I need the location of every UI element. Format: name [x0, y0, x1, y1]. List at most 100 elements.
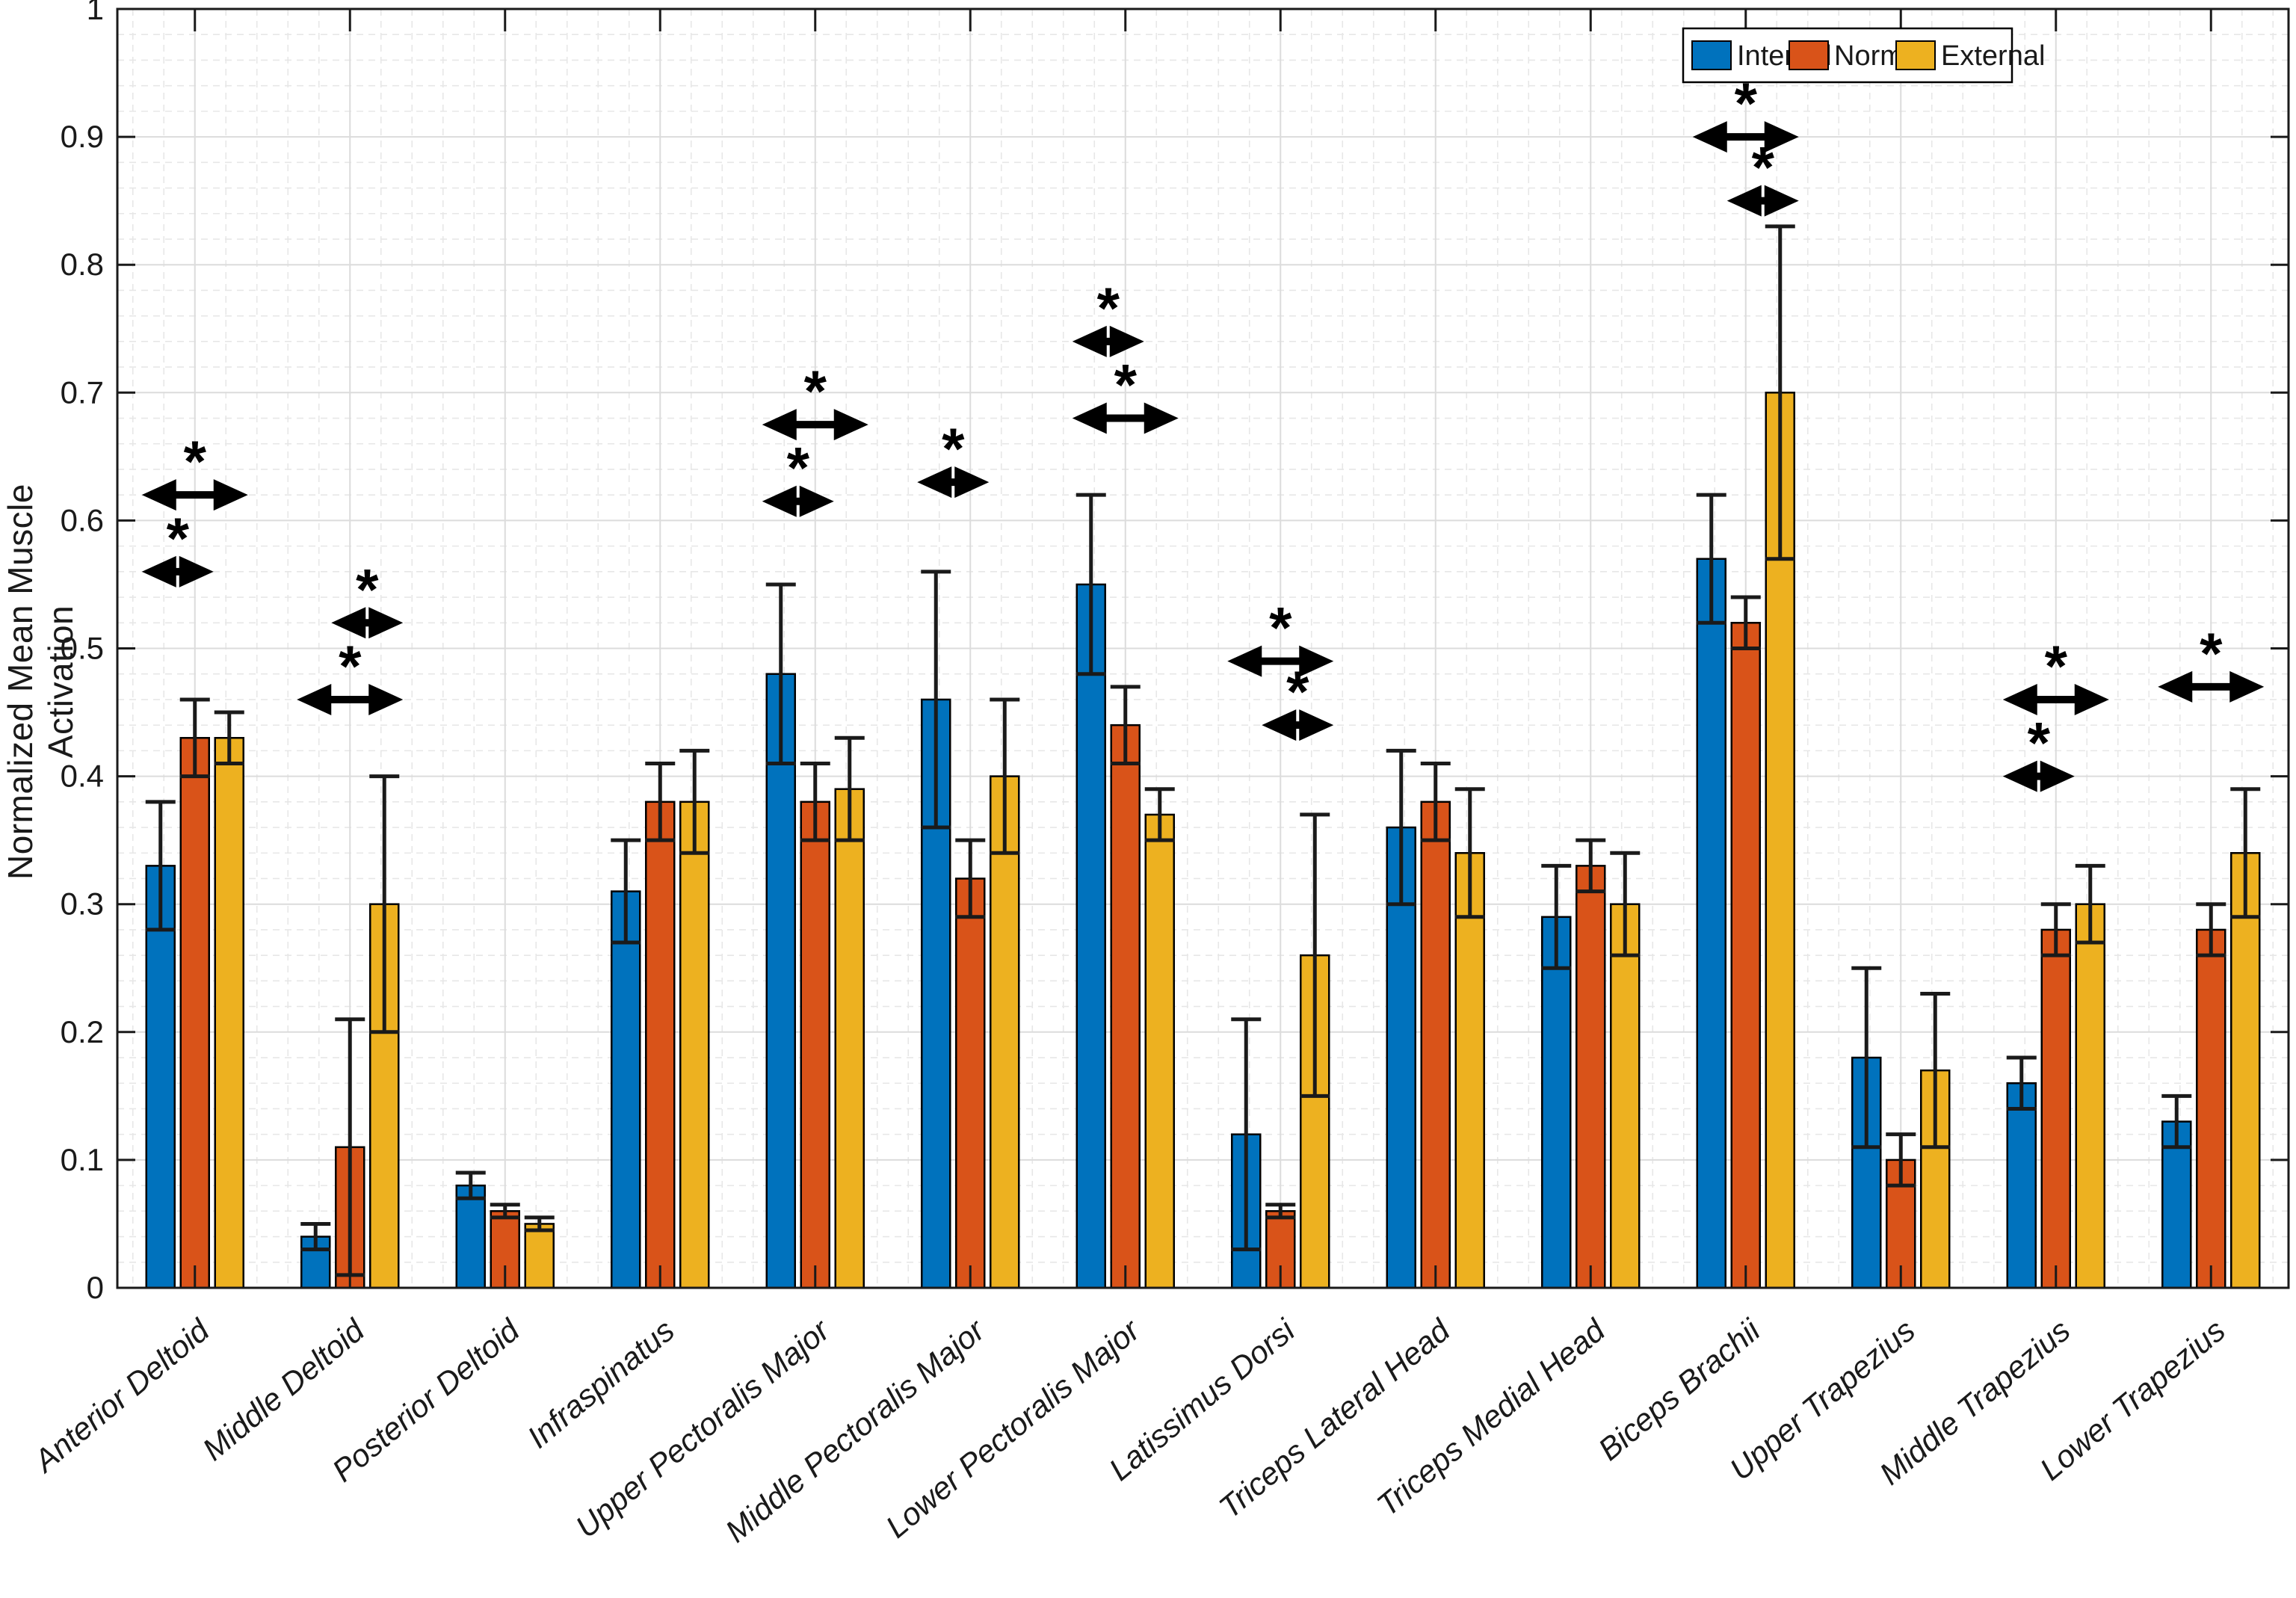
error-bar [179, 697, 210, 779]
error-bar [1886, 1132, 1916, 1188]
significance-marker: * [2002, 633, 2109, 715]
arrow-head-left [331, 607, 366, 639]
error-bar [1265, 1203, 1296, 1220]
error-bar [1765, 224, 1795, 561]
y-axis-label: Normalized Mean Muscle Activation [1, 484, 80, 880]
arrow-head-right [2074, 683, 2109, 715]
error-bar [2161, 1093, 2192, 1150]
error-bar [611, 838, 641, 945]
arrow-head-right [954, 466, 990, 499]
arrow-head-left [1692, 121, 1727, 153]
bar-internal [2006, 1082, 2037, 1289]
arrow-head-left [141, 479, 176, 511]
arrow-head-right [799, 485, 834, 517]
bar-external [990, 775, 1020, 1289]
bar-normal [2196, 928, 2226, 1289]
arrow-head-right [2229, 670, 2265, 703]
error-bar [921, 570, 951, 830]
error-bar [955, 838, 986, 919]
asterisk-label: * [942, 416, 965, 481]
significance-marker: * [141, 428, 248, 511]
bar-normal [800, 800, 830, 1289]
significance-marker: * [762, 358, 868, 441]
bar-external [2075, 903, 2105, 1289]
error-bar [300, 1221, 331, 1252]
error-bar [490, 1203, 520, 1220]
bar-normal [1730, 622, 1761, 1289]
error-bar [1420, 761, 1451, 842]
arrow-head-right [1299, 709, 1334, 741]
significance-marker: * [141, 505, 214, 587]
error-bar [1730, 595, 1761, 650]
asterisk-label: * [1269, 595, 1292, 661]
arrow-head-right [368, 607, 404, 639]
bar-internal [1541, 916, 1572, 1289]
error-bar [1144, 787, 1175, 842]
error-bar [455, 1170, 486, 1200]
bar-normal [2040, 928, 2071, 1289]
error-bar [1076, 493, 1106, 676]
error-bar [765, 582, 796, 765]
y-tick-label: 0.2 [61, 1014, 104, 1049]
x-tick-label: Middle Pectoralis Major [718, 1312, 992, 1549]
significance-marker: * [1262, 658, 1334, 741]
significance-marker: * [297, 633, 404, 715]
bar-normal [955, 877, 986, 1289]
legend-swatch [1895, 40, 1936, 70]
arrow-head-right [179, 555, 214, 587]
y-tick-label: 0.4 [61, 759, 104, 794]
x-tick-label: Infraspinatus [521, 1312, 681, 1455]
y-tick-label: 0.8 [61, 247, 104, 282]
error-bar [1454, 787, 1485, 919]
significance-marker: * [2158, 620, 2265, 703]
error-bar [990, 697, 1020, 855]
bar-external [834, 788, 865, 1289]
error-bar [1576, 838, 1606, 894]
significance-marker: * [1072, 352, 1179, 434]
error-bar [834, 735, 865, 842]
error-bar [524, 1215, 555, 1233]
bar-normal [179, 737, 210, 1289]
significance-marker: * [917, 416, 990, 499]
error-bar [1920, 991, 1951, 1150]
bar-internal [611, 890, 641, 1289]
arrow-head-left [1726, 185, 1762, 217]
x-tick-label: Upper Pectoralis Major [569, 1312, 837, 1545]
y-tick-label: 0.5 [61, 631, 104, 666]
bar-external [524, 1223, 555, 1289]
asterisk-label: * [1752, 135, 1775, 200]
asterisk-label: * [1286, 658, 1309, 724]
bar-external [214, 737, 244, 1289]
asterisk-label: * [167, 505, 190, 571]
legend-label: External [1941, 40, 2045, 72]
bar-external [1610, 903, 1641, 1289]
asterisk-label: * [339, 633, 362, 699]
legend-item: External [1895, 40, 2045, 72]
arrow-head-left [762, 409, 797, 441]
error-bar [369, 774, 400, 1034]
error-bar [145, 800, 176, 932]
error-bar [2075, 863, 2105, 945]
x-tick-label: Biceps Brachii [1591, 1312, 1767, 1467]
arrow-head-right [833, 409, 868, 441]
arrow-head-right [1764, 185, 1799, 217]
arrow-head-right [368, 683, 404, 715]
arrow-head-left [1262, 709, 1297, 741]
y-tick-label: 0.9 [61, 119, 104, 154]
error-bar [1300, 812, 1330, 1098]
asterisk-label: * [2028, 710, 2051, 776]
bar-internal [2161, 1120, 2192, 1289]
bar-internal [765, 673, 796, 1289]
bar-normal [1576, 865, 1606, 1289]
error-bar [1541, 863, 1572, 970]
arrow-head-left [1072, 325, 1107, 357]
x-tick-label: Lower Pectoralis Major [879, 1312, 1147, 1545]
arrow-head-left [141, 555, 176, 587]
error-bar [1231, 1017, 1262, 1252]
y-tick-label: 0.1 [61, 1142, 104, 1177]
significance-annotations: ****** ********** [141, 70, 2265, 792]
asterisk-label: * [356, 556, 379, 622]
bar-external [1144, 813, 1175, 1289]
significance-marker: * [1072, 275, 1144, 357]
error-bar [2040, 902, 2071, 957]
